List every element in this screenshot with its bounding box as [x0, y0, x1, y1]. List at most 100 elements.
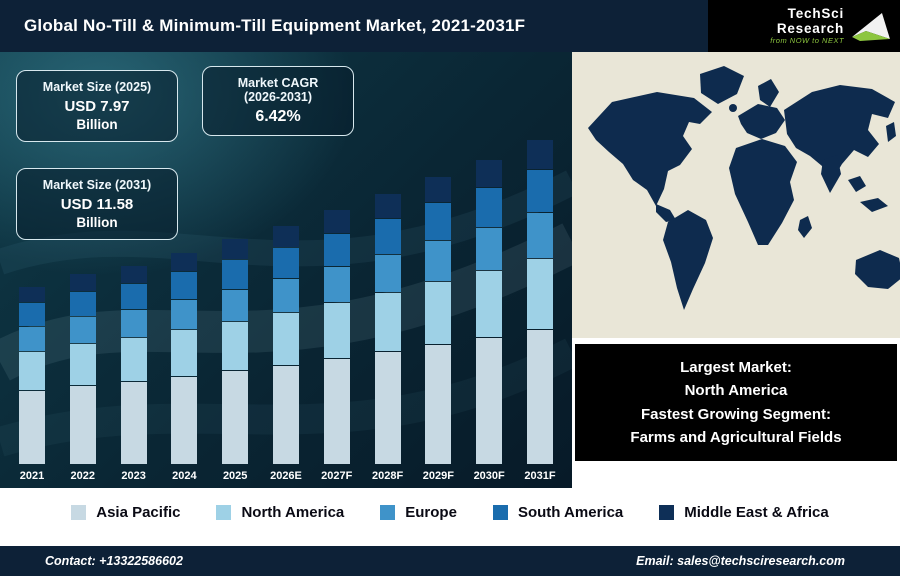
header: Global No-Till & Minimum-Till Equipment …: [0, 0, 900, 52]
logo-arrow-icon: [852, 13, 891, 41]
bar-segment: [272, 248, 299, 278]
legend-swatch: [380, 504, 396, 520]
bar-segment: [272, 313, 299, 365]
stat-market-size-2031: Market Size (2031) USD 11.58 Billion: [16, 168, 178, 240]
x-axis-label: 2024: [172, 470, 197, 482]
legend-swatch: [71, 504, 87, 520]
bar-segment: [171, 330, 198, 376]
bar-column: 2031F: [516, 139, 564, 482]
bar-stack: [272, 225, 299, 464]
caption-line: Farms and Agricultural Fields: [630, 428, 842, 446]
bar-segment: [69, 386, 96, 464]
bar-segment: [171, 377, 198, 464]
stat-label: (2026-2031): [243, 90, 313, 104]
world-map: [572, 52, 900, 338]
bar-column: 2023: [110, 265, 158, 482]
bar-segment: [425, 241, 452, 281]
bar-stack: [323, 209, 350, 464]
x-axis-label: 2027F: [321, 470, 353, 482]
bar-segment: [120, 382, 147, 464]
bar-segment: [171, 253, 198, 271]
x-axis-label: 2025: [222, 470, 248, 482]
footer-contact: Contact: +13322586602: [45, 554, 183, 568]
x-axis-label: 2031F: [524, 470, 556, 482]
bar-segment: [323, 210, 350, 233]
bar-segment: [222, 371, 249, 464]
bar-column: 2025: [211, 238, 259, 482]
bar-segment: [120, 266, 147, 283]
bar-segment: [526, 170, 553, 212]
bar-stack: [476, 159, 503, 464]
legend-swatch: [216, 504, 232, 520]
bar-column: 2026E: [262, 225, 310, 482]
bar-segment: [323, 303, 350, 358]
bar-segment: [476, 228, 503, 270]
bar-stack: [526, 139, 553, 464]
caption-line: Largest Market:: [680, 359, 792, 376]
right-panel: Largest Market: North America Fastest Grow…: [572, 52, 900, 488]
bar-segment: [171, 300, 198, 329]
page-title: Global No-Till & Minimum-Till Equipment …: [24, 16, 526, 35]
bar-segment: [425, 345, 452, 464]
stat-unit: Billion: [76, 215, 118, 230]
x-axis-label: 2023: [121, 470, 146, 482]
world-map-image: [572, 52, 900, 338]
bar-column: 2024: [160, 252, 208, 482]
bar-segment: [374, 255, 401, 292]
bar-segment: [272, 366, 299, 464]
bar-segment: [425, 282, 452, 344]
bar-segment: [69, 292, 96, 316]
caption-line: North America: [684, 382, 788, 400]
bar-segment: [222, 260, 249, 289]
bar-segment: [19, 287, 45, 302]
bar-segment: [526, 330, 553, 464]
chart-panel: Market Size (2025) USD 7.97 Billion Mark…: [0, 52, 572, 488]
bar-segment: [222, 239, 249, 259]
logo-text: TechSci Research from NOW to NEXT: [716, 6, 845, 45]
bar-stack: [120, 265, 147, 464]
legend-label: Europe: [405, 503, 457, 521]
stat-label: Market CAGR: [237, 76, 319, 90]
legend-item: Asia Pacific: [71, 504, 180, 521]
logo-tagline: from NOW to NEXT: [770, 35, 845, 45]
bar-stack: [222, 238, 249, 464]
legend-label: South America: [517, 503, 624, 521]
legend-item: Europe: [380, 504, 457, 521]
bar-segment: [526, 259, 553, 329]
x-axis-label: 2021: [19, 470, 45, 482]
content: Market Size (2025) USD 7.97 Billion Mark…: [0, 52, 900, 488]
market-highlight-box: Largest Market: North America Fastest Grow…: [575, 344, 897, 461]
bar-column: 2021: [8, 286, 56, 482]
bar-segment: [69, 344, 96, 385]
bar-segment: [476, 271, 503, 337]
logo-brand: TechSci Research: [776, 6, 845, 36]
bar-stack: [425, 176, 452, 464]
stat-label: Market Size (2031): [42, 178, 152, 192]
legend-label: North America: [241, 503, 345, 521]
bar-segment: [69, 317, 96, 343]
footer-email: Email: sales@techsciresearch.com: [636, 554, 845, 568]
stat-label: Market Size (2025): [42, 80, 152, 94]
legend-swatch: [659, 504, 675, 520]
bar-segment: [222, 322, 249, 370]
bar-segment: [272, 279, 299, 312]
legend-label: Asia Pacific: [96, 503, 181, 521]
bar-stack: [69, 273, 96, 464]
bar-segment: [323, 359, 350, 464]
bar-column: 2030F: [465, 159, 513, 482]
bar-segment: [476, 160, 503, 187]
bar-chart: 2021 2022 2023 2024 2025 2026E 2027F 2028F 2029F…: [8, 139, 564, 482]
footer: Contact: +13322586602 Email: sales@techs…: [0, 546, 900, 576]
bar-segment: [425, 177, 452, 202]
bar-column: 2028F: [364, 193, 412, 482]
bar-segment: [374, 194, 401, 218]
bar-segment: [19, 391, 45, 464]
chart-legend: Asia Pacific North America Europe South Ame…: [0, 488, 900, 536]
bar-column: 2029F: [414, 176, 462, 482]
bar-segment: [526, 140, 553, 169]
bar-stack: [374, 193, 401, 464]
bar-segment: [425, 203, 452, 240]
legend-item: Middle East & Africa: [659, 504, 829, 521]
bar-stack: [19, 286, 45, 464]
bar-segment: [323, 234, 350, 266]
